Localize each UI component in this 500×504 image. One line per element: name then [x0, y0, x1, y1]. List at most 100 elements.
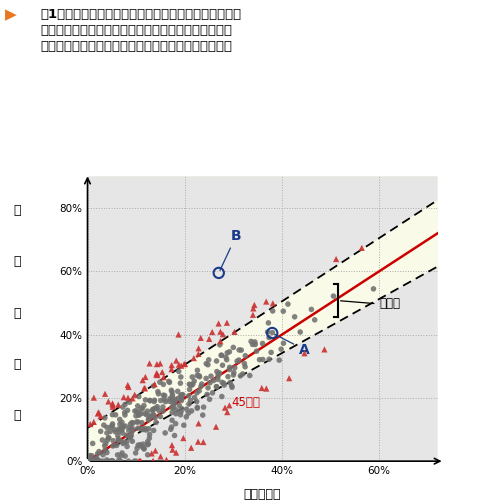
Point: [238, 370, 246, 378]
Point: [168, 416, 176, 424]
Point: [214, 370, 222, 378]
Point: [194, 344, 202, 352]
Point: [230, 368, 238, 376]
Point: [165, 377, 173, 386]
Point: [222, 353, 230, 361]
Text: 黒丸：超えていない点、赤三角：超えている点）: 黒丸：超えていない点、赤三角：超えている点）: [40, 40, 232, 53]
Point: [144, 407, 152, 415]
Point: [101, 446, 109, 454]
Point: [178, 391, 186, 399]
Point: [190, 354, 198, 362]
Point: [90, 457, 98, 465]
Point: [88, 439, 96, 448]
Point: [92, 457, 100, 465]
Point: [170, 399, 178, 407]
Point: [188, 381, 196, 389]
Point: [172, 449, 180, 457]
Point: [167, 425, 175, 433]
Point: [150, 398, 158, 406]
Point: [88, 452, 96, 460]
Point: [218, 379, 226, 387]
Point: [330, 292, 338, 300]
Point: [158, 368, 166, 376]
Point: [142, 396, 150, 404]
Point: [121, 452, 129, 460]
Point: [189, 380, 197, 388]
Point: [178, 395, 186, 403]
Point: [115, 425, 123, 433]
Point: [144, 451, 152, 459]
Point: [90, 457, 98, 465]
Point: [159, 403, 167, 411]
Point: [265, 355, 273, 363]
Point: [222, 356, 230, 364]
Text: 図1　サンプル会社における進捗度の推定値と実績値の: 図1 サンプル会社における進捗度の推定値と実績値の: [40, 8, 241, 21]
Point: [250, 304, 258, 312]
Point: [139, 425, 147, 433]
Point: [264, 328, 272, 336]
Point: [131, 407, 139, 415]
Point: [154, 371, 162, 379]
Point: [176, 411, 184, 419]
Point: [100, 421, 108, 429]
Point: [114, 401, 122, 409]
Point: [241, 363, 249, 371]
Point: [218, 393, 226, 401]
Point: [141, 384, 149, 392]
Point: [135, 457, 143, 465]
Polygon shape: [88, 176, 438, 428]
Point: [144, 440, 152, 449]
Point: [156, 378, 164, 386]
Point: [152, 418, 160, 426]
Point: [148, 450, 156, 458]
Point: [116, 457, 124, 465]
Point: [186, 386, 194, 394]
Point: [177, 373, 185, 381]
Point: [214, 320, 222, 328]
Point: [358, 244, 366, 252]
Text: 進: 進: [14, 306, 21, 320]
Point: [160, 395, 168, 403]
Point: [192, 398, 200, 406]
Point: [178, 391, 186, 399]
Point: [156, 359, 164, 367]
Point: [193, 404, 201, 412]
Point: [86, 453, 94, 461]
Point: [216, 328, 224, 336]
Point: [152, 404, 160, 412]
Point: [96, 457, 104, 465]
Point: [252, 340, 260, 348]
Point: [152, 370, 160, 379]
Point: [126, 398, 134, 406]
Point: [94, 457, 102, 465]
Point: [126, 423, 134, 431]
Point: [236, 372, 244, 380]
Point: [114, 431, 122, 439]
Point: [246, 371, 254, 380]
Point: [168, 441, 176, 449]
Point: [186, 380, 194, 388]
Point: [100, 442, 108, 450]
Text: 比較（推定値と実績値の乖離が一定の乖離幅を、: 比較（推定値と実績値の乖離が一定の乖離幅を、: [40, 24, 232, 37]
Point: [126, 420, 134, 428]
Point: [180, 434, 188, 442]
Point: [159, 407, 167, 415]
Point: [213, 383, 221, 391]
Point: [149, 457, 157, 465]
Text: 捗: 捗: [14, 358, 21, 371]
Point: [104, 398, 112, 406]
Point: [90, 418, 98, 426]
Point: [258, 384, 266, 392]
Point: [284, 300, 292, 308]
Point: [149, 457, 157, 465]
Point: [218, 351, 226, 359]
Point: [156, 413, 164, 421]
Point: [174, 394, 182, 402]
Point: [84, 457, 92, 465]
Point: [280, 339, 287, 347]
Point: [204, 356, 212, 364]
Point: [207, 372, 215, 380]
Point: [94, 450, 102, 458]
Point: [130, 391, 138, 399]
Point: [133, 445, 141, 453]
